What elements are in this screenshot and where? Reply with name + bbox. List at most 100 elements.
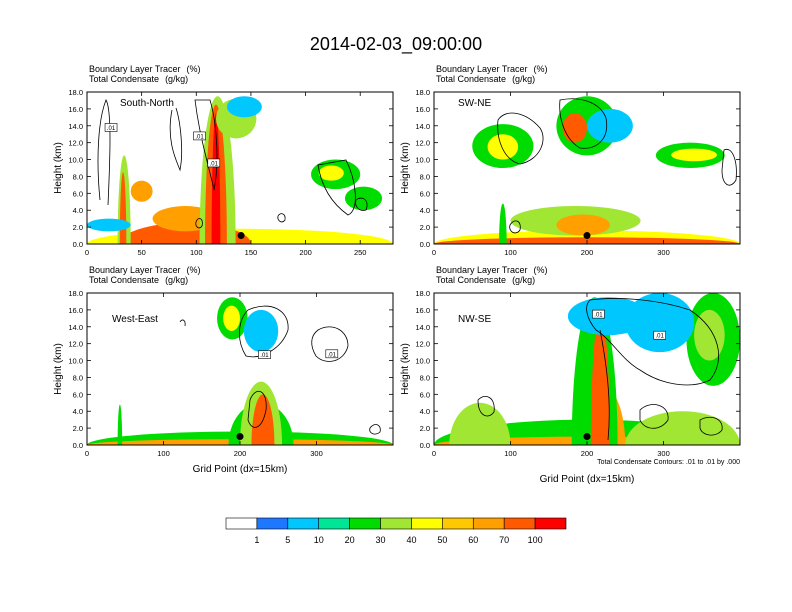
var2-title: Total Condensate (g/kg) — [89, 275, 188, 285]
tracer-region-8 — [562, 113, 587, 143]
panel-sw-ne: Boundary Layer Tracer (%) Total Condensat… — [400, 64, 741, 257]
x-tick-label: 150 — [245, 248, 258, 257]
condensate-contour — [317, 159, 356, 216]
tracer-region-6 — [590, 314, 610, 445]
condensate-contour — [179, 319, 186, 327]
x-tick-label: 0 — [85, 248, 89, 257]
condensate-contour — [369, 424, 381, 435]
tracer-region-12 — [318, 165, 344, 181]
tracer-region-11 — [671, 148, 718, 162]
tracer-region-4 — [625, 411, 740, 445]
condensate-contour — [169, 107, 183, 172]
tracer-region-3 — [556, 214, 610, 236]
y-tick-label: 14.0 — [68, 122, 83, 131]
colorbar-swatch — [534, 517, 567, 530]
condensate-contour — [599, 329, 610, 441]
contour-label-box — [104, 123, 118, 132]
colorbar-swatch — [411, 517, 443, 530]
y-tick-label: 4.0 — [420, 206, 430, 215]
colorbar-level-label: 70 — [499, 535, 509, 545]
y-tick-label: 12.0 — [415, 139, 430, 148]
y-tick-label: 16.0 — [415, 105, 430, 114]
location-marker — [236, 433, 244, 441]
panel-nw-se: Boundary Layer Tracer (%) Total Condensat… — [400, 265, 741, 485]
x-tick-label: 50 — [137, 248, 145, 257]
y-tick-label: 4.0 — [73, 206, 83, 215]
colorbar-level-label: 40 — [406, 535, 416, 545]
y-tick-label: 0.0 — [73, 240, 83, 249]
x-tick-label: 300 — [310, 449, 323, 458]
colorbar-swatch — [318, 517, 350, 530]
panel-label: NW-SE — [458, 314, 491, 325]
y-axis-label: Height (km) — [53, 142, 64, 194]
y-tick-label: 2.0 — [73, 424, 83, 433]
x-axis-label: Grid Point (dx=15km) — [540, 474, 635, 485]
y-tick-label: 6.0 — [73, 390, 83, 399]
y-tick-label: 10.0 — [415, 357, 430, 366]
colorbar-swatch — [256, 517, 289, 530]
location-marker — [583, 232, 591, 240]
y-tick-label: 18.0 — [415, 88, 430, 97]
y-axis-label: Height (km) — [400, 142, 411, 194]
y-tick-label: 6.0 — [420, 189, 430, 198]
tracer-region-8 — [243, 309, 279, 353]
x-tick-label: 300 — [657, 248, 670, 257]
x-tick-label: 100 — [190, 248, 203, 257]
tracer-region-9 — [694, 309, 725, 361]
contour-label-box — [193, 131, 206, 141]
contour-label: .01 — [328, 352, 337, 358]
condensate-contour — [509, 220, 521, 234]
y-tick-label: 2.0 — [420, 223, 430, 232]
var1-title: Boundary Layer Tracer (%) — [436, 265, 548, 275]
contour-label: .01 — [107, 126, 116, 132]
panel-label: South-North — [120, 98, 174, 109]
y-tick-label: 2.0 — [73, 223, 83, 232]
contour-label-box — [258, 350, 271, 359]
colorbar-swatch — [380, 517, 412, 530]
tracer-region-6 — [487, 134, 519, 160]
colorbar-level-label: 20 — [345, 535, 355, 545]
plot-frame — [86, 91, 394, 245]
contour-label: .01 — [656, 334, 665, 340]
y-tick-label: 18.0 — [68, 289, 83, 298]
contour-label: .01 — [195, 134, 204, 140]
condensate-contour — [477, 396, 495, 417]
condensate-contour — [239, 305, 289, 358]
contour-note: Total Condensate Contours: .01 to .01 by… — [597, 459, 740, 466]
location-marker — [237, 232, 245, 240]
tracer-region-2 — [449, 402, 511, 445]
colorbar-swatch — [442, 517, 474, 530]
var1-title: Boundary Layer Tracer (%) — [436, 64, 548, 74]
y-tick-label: 4.0 — [420, 407, 430, 416]
colorbar-level-label: 5 — [285, 535, 290, 545]
colorbar-level-label: 50 — [437, 535, 447, 545]
y-tick-label: 0.0 — [73, 441, 83, 450]
tracer-region-9 — [587, 108, 633, 143]
y-tick-label: 8.0 — [73, 373, 83, 382]
contour-label: .01 — [594, 313, 603, 319]
x-axis-label: Grid Point (dx=15km) — [193, 464, 288, 475]
y-tick-label: 2.0 — [420, 424, 430, 433]
x-tick-label: 250 — [354, 248, 367, 257]
colorbar-swatch — [225, 517, 258, 530]
x-tick-label: 300 — [657, 449, 670, 458]
colorbar-level-label: 60 — [468, 535, 478, 545]
y-tick-label: 12.0 — [68, 139, 83, 148]
y-tick-label: 8.0 — [420, 172, 430, 181]
x-tick-label: 0 — [85, 449, 89, 458]
condensate-contour — [97, 99, 111, 206]
panel-label: West-East — [112, 314, 158, 325]
colorbar-swatch — [503, 517, 536, 530]
colorbar-level-label: 10 — [314, 535, 324, 545]
location-marker — [583, 433, 591, 441]
y-tick-label: 0.0 — [420, 441, 430, 450]
y-axis-label: Height (km) — [400, 343, 411, 395]
y-tick-label: 14.0 — [415, 323, 430, 332]
condensate-contour — [277, 213, 286, 223]
condensate-contour — [311, 326, 349, 362]
x-tick-label: 200 — [581, 248, 594, 257]
condensate-contour — [639, 404, 669, 429]
condensate-contour — [586, 298, 719, 386]
tracer-region-10 — [226, 96, 262, 118]
